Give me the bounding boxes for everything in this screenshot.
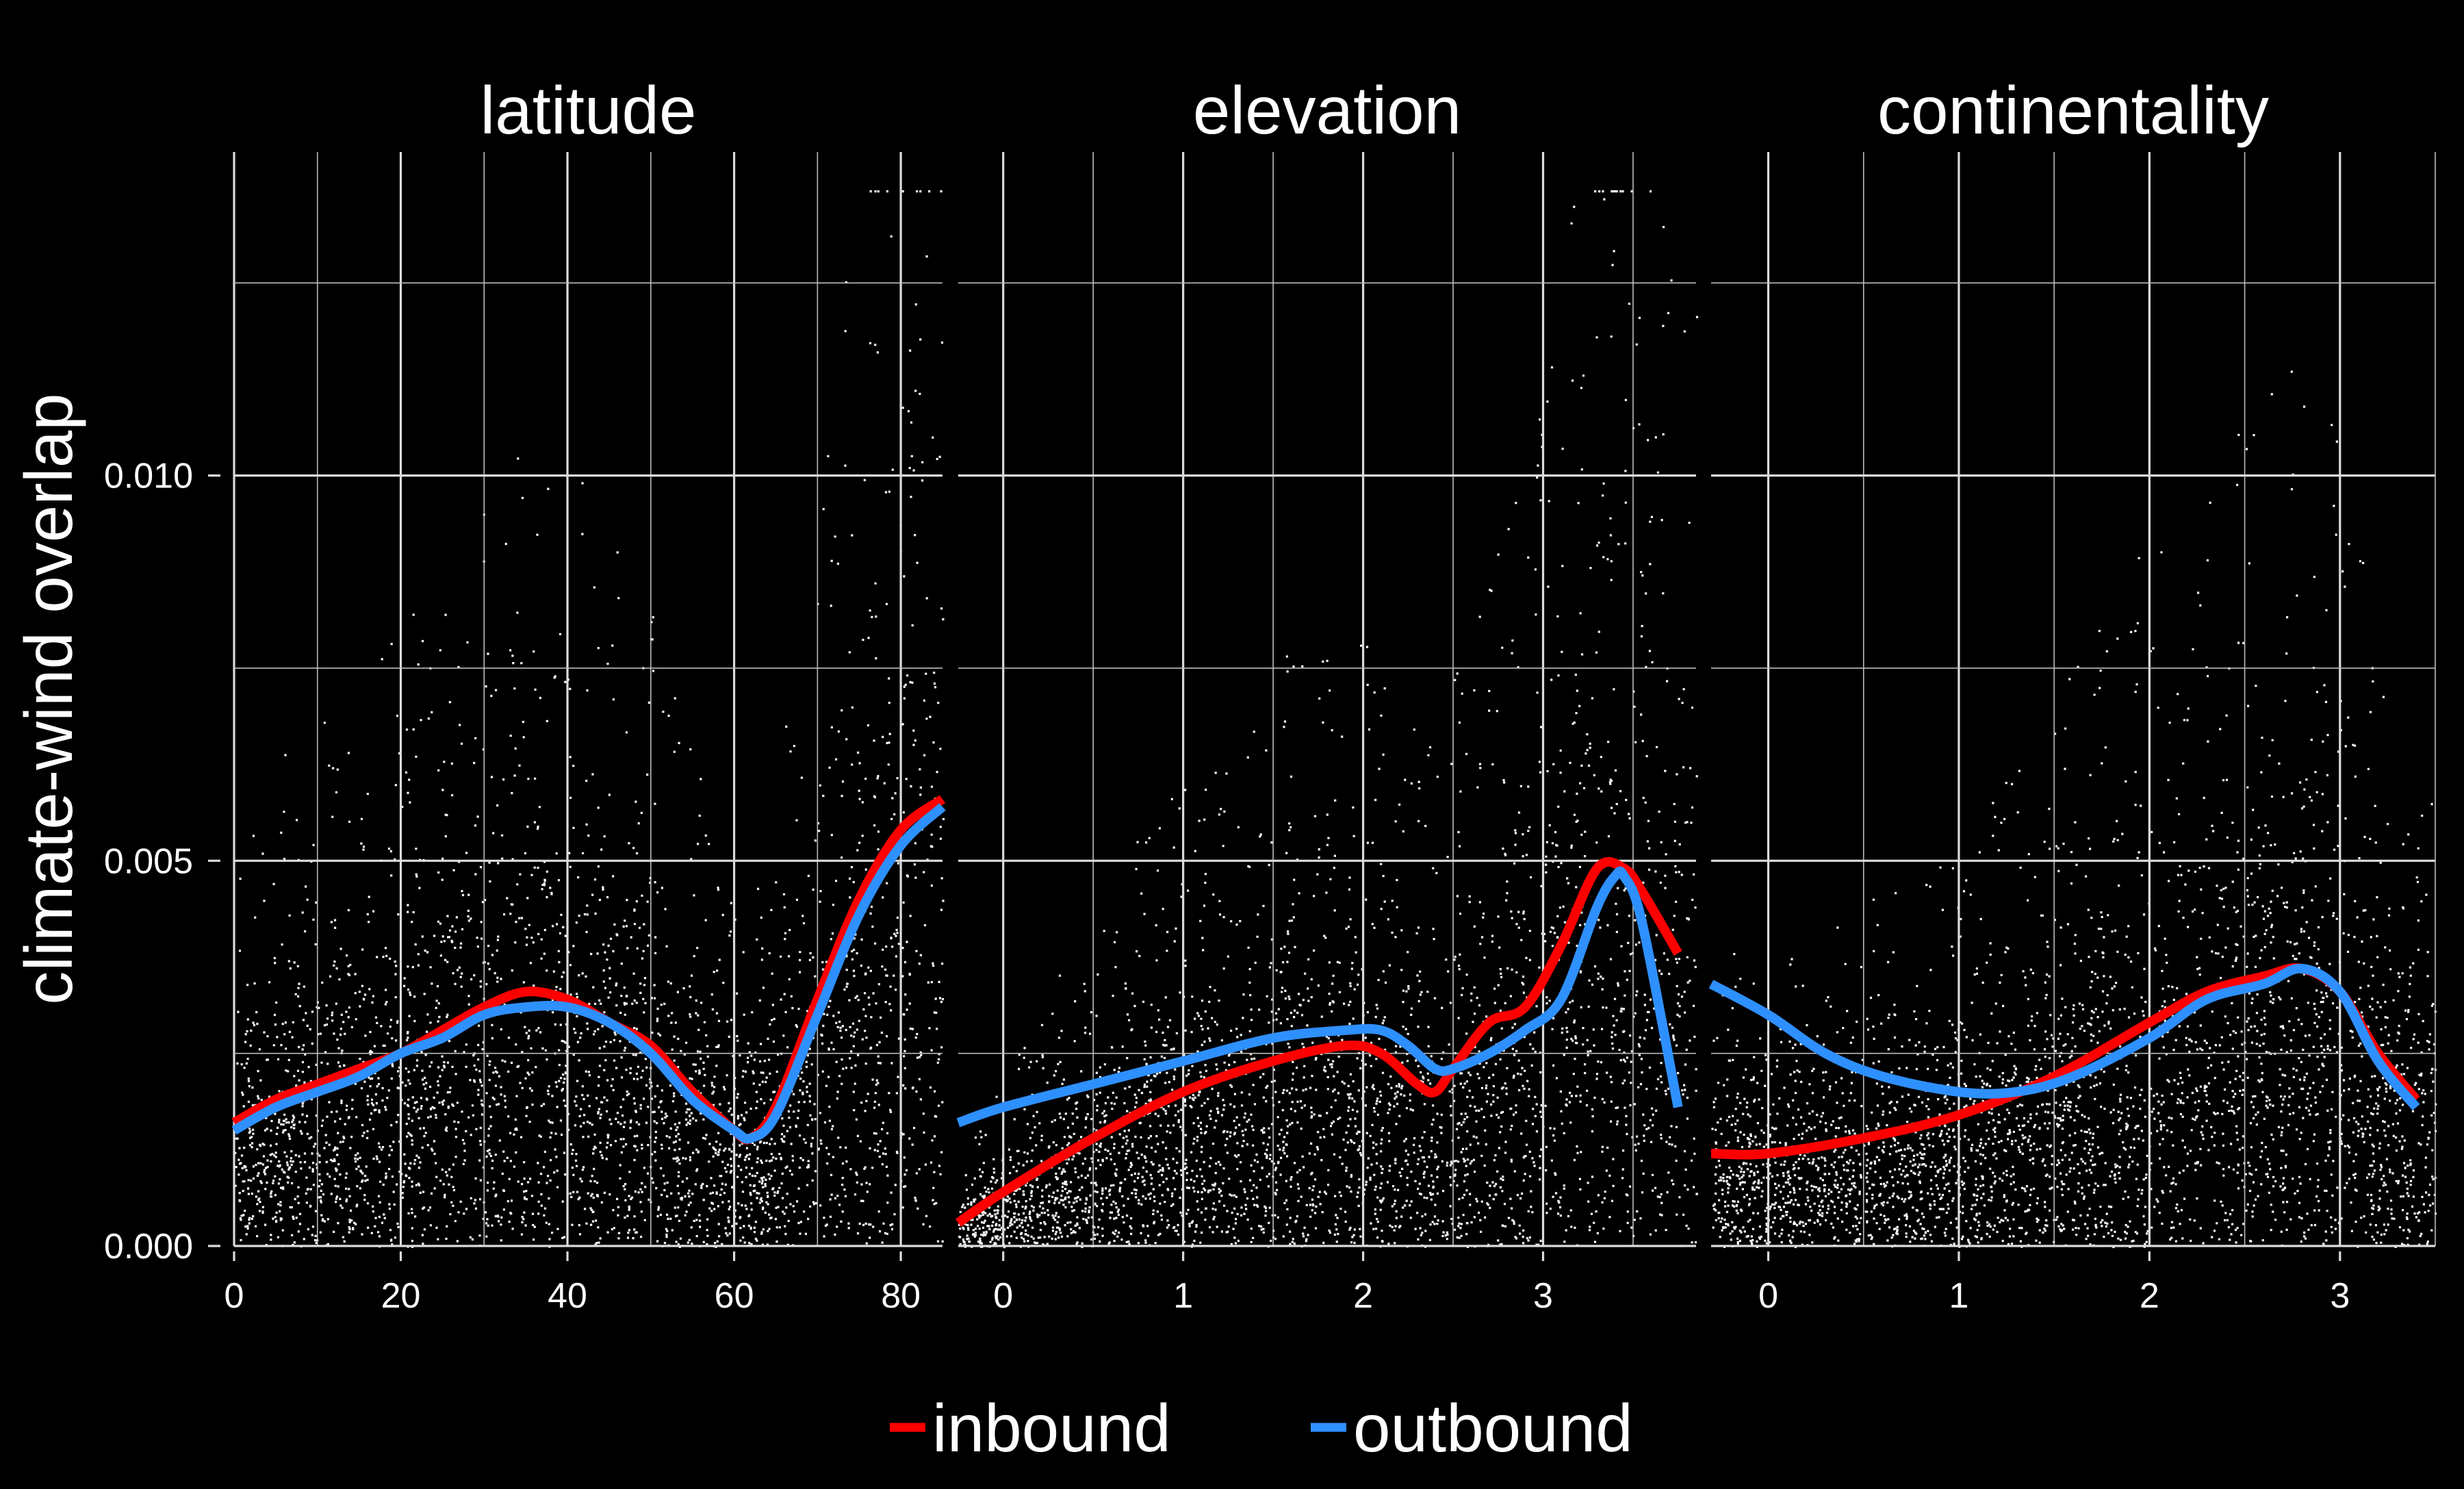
x-tick-label-latitude: 0 bbox=[224, 1276, 244, 1316]
scatter-points-layer bbox=[234, 190, 2437, 1249]
legend-label-inbound: inbound bbox=[932, 1390, 1171, 1466]
x-tick-label-elevation: 2 bbox=[1353, 1276, 1373, 1316]
y-tick-label: 0.010 bbox=[104, 457, 193, 496]
smooth-lines-layer bbox=[231, 795, 2420, 1227]
legend-label-outbound: outbound bbox=[1353, 1390, 1633, 1466]
series-line-inbound-elevation bbox=[955, 856, 1682, 1227]
x-tick-label-elevation: 3 bbox=[1533, 1276, 1553, 1316]
x-tick-label-latitude: 40 bbox=[548, 1276, 587, 1316]
series-line-inbound-continentality bbox=[1710, 963, 2420, 1160]
grid-layer bbox=[208, 152, 2436, 1261]
panel-title-latitude: latitude bbox=[480, 73, 696, 148]
series-line-outbound-continentality bbox=[1708, 963, 2420, 1110]
x-tick-label-continentality: 3 bbox=[2330, 1276, 2350, 1316]
x-tick-label-continentality: 0 bbox=[1758, 1276, 1778, 1316]
y-tick-label: 0.005 bbox=[104, 841, 193, 881]
x-tick-label-latitude: 20 bbox=[381, 1276, 421, 1316]
scatter-points-latitude bbox=[234, 190, 945, 1248]
scatter-points-continentality bbox=[1711, 370, 2437, 1249]
y-axis-title: climate-wind overlap bbox=[11, 393, 86, 1004]
x-tick-label-elevation: 1 bbox=[1173, 1276, 1193, 1316]
panel-title-elevation: elevation bbox=[1193, 73, 1461, 148]
x-tick-label-continentality: 2 bbox=[2140, 1276, 2159, 1316]
legend: inbound outbound bbox=[890, 1390, 1633, 1466]
series-line-outbound-elevation bbox=[956, 866, 1683, 1128]
x-tick-label-latitude: 60 bbox=[715, 1276, 754, 1316]
x-tick-label-continentality: 1 bbox=[1949, 1276, 1968, 1316]
panel-title-continentality: continentality bbox=[1877, 73, 2269, 148]
x-tick-label-latitude: 80 bbox=[881, 1276, 921, 1316]
y-tick-label: 0.000 bbox=[104, 1227, 193, 1267]
series-line-outbound-latitude bbox=[231, 803, 946, 1144]
x-tick-label-elevation: 0 bbox=[993, 1276, 1013, 1316]
